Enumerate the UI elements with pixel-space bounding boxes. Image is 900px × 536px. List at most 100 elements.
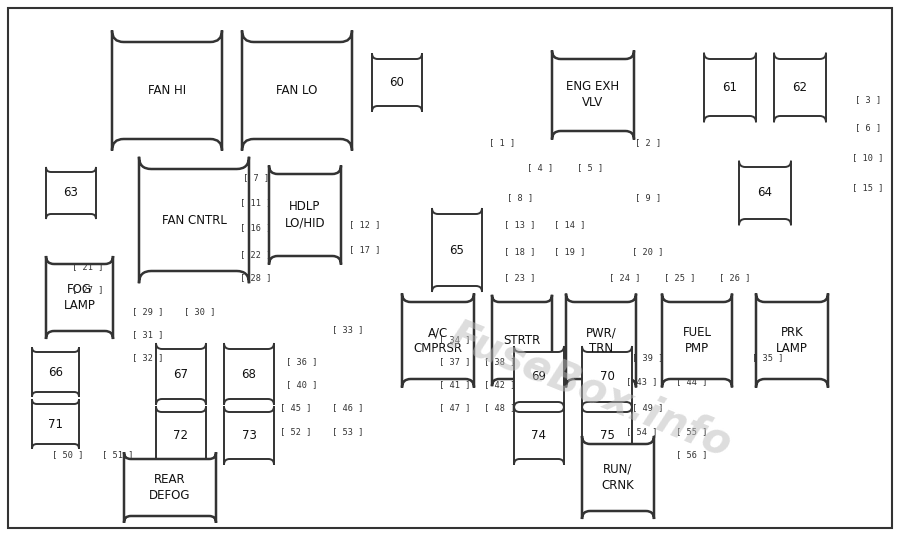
Text: 68: 68: [241, 368, 256, 381]
FancyBboxPatch shape: [662, 294, 732, 388]
Text: PRK
LAMP: PRK LAMP: [776, 326, 808, 355]
Text: [ 11 ]: [ 11 ]: [240, 198, 272, 207]
Text: [ 39 ]: [ 39 ]: [632, 354, 664, 362]
Text: 69: 69: [532, 370, 546, 383]
Text: [ 10 ]: [ 10 ]: [852, 153, 884, 162]
Text: [ 26 ]: [ 26 ]: [719, 273, 751, 282]
FancyBboxPatch shape: [514, 406, 564, 465]
Text: [ 34 ]: [ 34 ]: [439, 336, 471, 345]
Text: FOG
LAMP: FOG LAMP: [64, 283, 95, 312]
Text: [ 17 ]: [ 17 ]: [349, 245, 381, 255]
Text: [ 15 ]: [ 15 ]: [852, 183, 884, 192]
Text: [ 24 ]: [ 24 ]: [609, 273, 641, 282]
Text: [ 23 ]: [ 23 ]: [504, 273, 536, 282]
Text: [ 6 ]: [ 6 ]: [855, 123, 881, 132]
FancyBboxPatch shape: [156, 406, 206, 465]
Text: FAN HI: FAN HI: [148, 84, 186, 97]
Text: 74: 74: [532, 429, 546, 442]
Text: [ 42 ]: [ 42 ]: [484, 381, 516, 390]
Text: [ 21 ]: [ 21 ]: [72, 263, 104, 272]
FancyBboxPatch shape: [32, 399, 79, 449]
Text: 70: 70: [599, 370, 615, 383]
Text: [ 45 ]: [ 45 ]: [280, 404, 311, 413]
Text: [ 16 ]: [ 16 ]: [240, 224, 272, 233]
Text: [ 50 ]: [ 50 ]: [52, 450, 84, 459]
Text: 73: 73: [241, 429, 256, 442]
FancyBboxPatch shape: [704, 53, 756, 122]
Text: ENG EXH
VLV: ENG EXH VLV: [566, 80, 619, 109]
FancyBboxPatch shape: [552, 50, 634, 140]
Text: RUN/
CRNK: RUN/ CRNK: [601, 463, 634, 492]
FancyBboxPatch shape: [492, 295, 552, 386]
Text: [ 2 ]: [ 2 ]: [634, 138, 662, 147]
FancyBboxPatch shape: [774, 53, 826, 122]
Text: [ 22 ]: [ 22 ]: [240, 250, 272, 259]
Text: 71: 71: [48, 418, 63, 430]
Text: [ 8 ]: [ 8 ]: [507, 193, 533, 203]
FancyBboxPatch shape: [739, 161, 791, 225]
Text: REAR
DEFOG: REAR DEFOG: [149, 473, 191, 502]
Text: 66: 66: [48, 366, 63, 378]
Text: [ 29 ]: [ 29 ]: [132, 308, 164, 316]
FancyBboxPatch shape: [156, 343, 206, 405]
FancyBboxPatch shape: [756, 293, 828, 388]
Text: FUEL
PMP: FUEL PMP: [682, 326, 712, 355]
FancyBboxPatch shape: [32, 347, 79, 397]
FancyBboxPatch shape: [224, 406, 274, 465]
Text: [ 14 ]: [ 14 ]: [554, 220, 586, 229]
Text: 62: 62: [793, 81, 807, 94]
FancyBboxPatch shape: [242, 31, 352, 151]
Text: [ 1 ]: [ 1 ]: [489, 138, 515, 147]
Text: [ 31 ]: [ 31 ]: [132, 331, 164, 339]
FancyBboxPatch shape: [372, 54, 422, 111]
Text: [ 55 ]: [ 55 ]: [676, 428, 707, 436]
FancyBboxPatch shape: [566, 294, 636, 388]
FancyBboxPatch shape: [124, 452, 216, 523]
Text: [ 19 ]: [ 19 ]: [554, 248, 586, 257]
Text: [ 18 ]: [ 18 ]: [504, 248, 536, 257]
Text: [ 33 ]: [ 33 ]: [332, 325, 364, 334]
FancyBboxPatch shape: [432, 208, 482, 292]
FancyBboxPatch shape: [139, 157, 249, 283]
Text: [ 52 ]: [ 52 ]: [280, 428, 311, 436]
Text: [ 56 ]: [ 56 ]: [676, 450, 707, 459]
FancyBboxPatch shape: [582, 436, 654, 519]
Text: [ 38 ]: [ 38 ]: [484, 358, 516, 367]
Text: [ 25 ]: [ 25 ]: [664, 273, 696, 282]
Text: 72: 72: [174, 429, 188, 442]
Text: 61: 61: [723, 81, 737, 94]
Text: [ 48 ]: [ 48 ]: [484, 404, 516, 413]
FancyBboxPatch shape: [582, 406, 632, 465]
Text: A/C
CMPRSR: A/C CMPRSR: [413, 326, 463, 355]
Text: [ 4 ]: [ 4 ]: [526, 163, 554, 173]
Text: [ 36 ]: [ 36 ]: [286, 358, 318, 367]
Text: FuseBox.info: FuseBox.info: [443, 314, 737, 466]
FancyBboxPatch shape: [46, 167, 96, 219]
FancyBboxPatch shape: [112, 31, 222, 151]
Text: [ 40 ]: [ 40 ]: [286, 381, 318, 390]
FancyBboxPatch shape: [269, 166, 341, 265]
Text: 63: 63: [64, 187, 78, 199]
FancyBboxPatch shape: [46, 256, 113, 339]
Text: [ 46 ]: [ 46 ]: [332, 404, 364, 413]
Text: [ 27 ]: [ 27 ]: [72, 286, 104, 294]
Text: [ 37 ]: [ 37 ]: [439, 358, 471, 367]
Text: [ 20 ]: [ 20 ]: [632, 248, 664, 257]
Text: FAN LO: FAN LO: [276, 84, 318, 97]
Text: 65: 65: [450, 243, 464, 257]
Text: [ 32 ]: [ 32 ]: [132, 354, 164, 362]
Text: [ 49 ]: [ 49 ]: [632, 404, 664, 413]
Text: [ 41 ]: [ 41 ]: [439, 381, 471, 390]
Text: STRTR: STRTR: [503, 334, 541, 347]
Text: HDLP
LO/HID: HDLP LO/HID: [284, 200, 325, 229]
Text: [ 12 ]: [ 12 ]: [349, 220, 381, 229]
Text: 64: 64: [758, 187, 772, 199]
Text: [ 5 ]: [ 5 ]: [577, 163, 603, 173]
Text: [ 9 ]: [ 9 ]: [634, 193, 662, 203]
FancyBboxPatch shape: [582, 346, 632, 408]
Text: [ 3 ]: [ 3 ]: [855, 95, 881, 105]
Text: [ 7 ]: [ 7 ]: [243, 174, 269, 182]
FancyBboxPatch shape: [514, 346, 564, 408]
Text: 60: 60: [390, 76, 404, 89]
Text: [ 51 ]: [ 51 ]: [103, 450, 134, 459]
